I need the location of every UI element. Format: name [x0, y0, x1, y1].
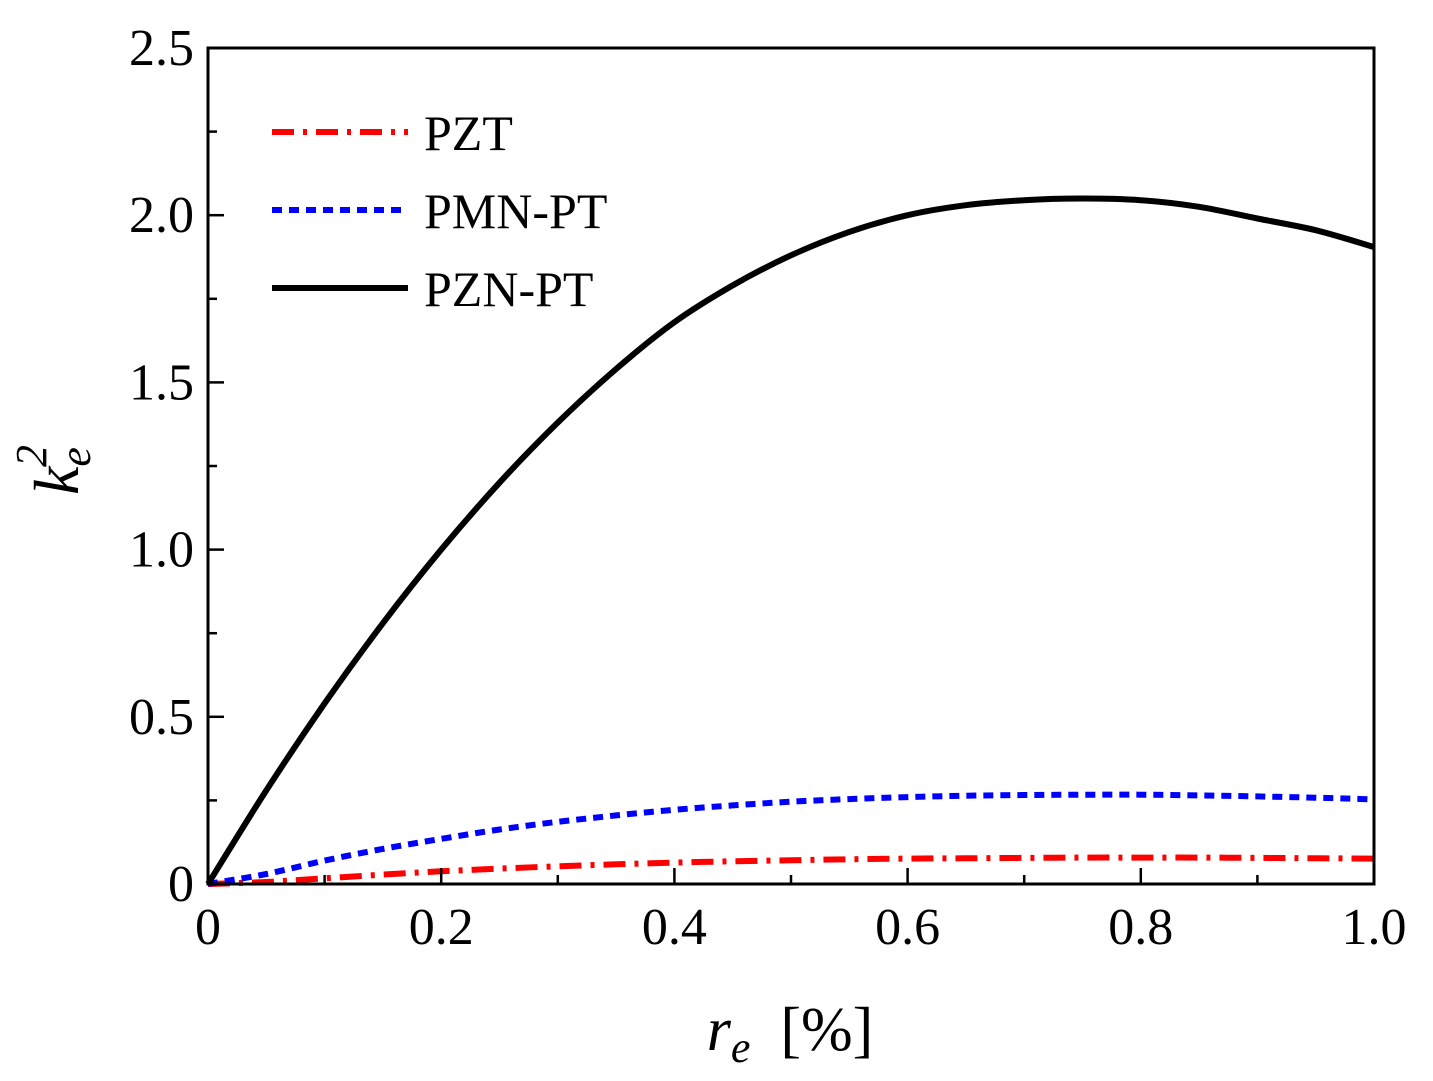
- plot-frame: [206, 46, 1376, 886]
- series-line-pmn-pt: [207, 791, 1375, 887]
- legend-label-pzn-pt: PZN-PT: [424, 261, 593, 317]
- x-tick-label: 1.0: [1342, 899, 1407, 956]
- x-axis-title-unit: [%]: [780, 996, 873, 1064]
- y-axis-title: ke2: [7, 445, 100, 495]
- x-axis-title-main: r: [707, 996, 732, 1064]
- y-axis-title-main: k: [21, 465, 92, 495]
- x-tick-label: 0.8: [1108, 899, 1173, 956]
- plot-area: [205, 195, 1375, 887]
- y-axis: 0 0.5 1.0 1.5 2.0 2.5: [129, 20, 224, 913]
- legend-label-pzt: PZT: [424, 105, 513, 161]
- series-line-pzn-pt: [205, 195, 1375, 886]
- legend-label-pmn-pt: PMN-PT: [424, 183, 607, 239]
- x-tick-label: 0: [195, 899, 221, 956]
- y-tick-label: 1.0: [129, 522, 194, 579]
- y-tick-label: 1.5: [129, 354, 194, 411]
- y-axis-title-sup: 2: [7, 445, 56, 467]
- y-axis-title-sub: e: [51, 447, 100, 467]
- x-axis-title: re [%]: [707, 996, 874, 1072]
- x-axis-title-sub: e: [731, 1023, 751, 1072]
- y-tick-label: 2.5: [129, 20, 194, 77]
- y-tick-label: 0: [168, 856, 194, 913]
- x-tick-label: 0.6: [875, 899, 940, 956]
- x-tick-label: 0.2: [409, 899, 474, 956]
- legend: PZT PMN-PT PZN-PT: [272, 105, 607, 317]
- x-axis: 0 0.2 0.4 0.6 0.8 1.0: [195, 868, 1407, 956]
- x-tick-label: 0.4: [642, 899, 707, 956]
- y-tick-label: 2.0: [129, 187, 194, 244]
- series-line-pzt: [207, 854, 1375, 887]
- y-tick-label: 0.5: [129, 689, 194, 746]
